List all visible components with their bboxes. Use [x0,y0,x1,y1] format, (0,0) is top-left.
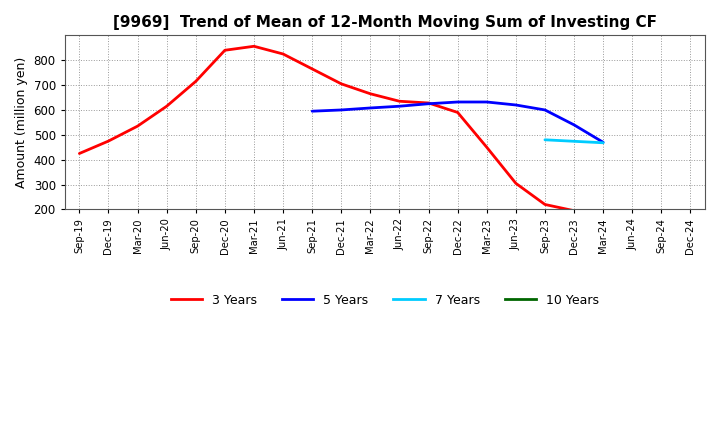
3 Years [250,44,258,49]
3 Years [366,91,374,96]
5 Years [454,99,462,105]
7 Years [570,139,578,144]
3 Years [192,79,200,84]
5 Years [424,101,433,106]
3 Years [133,124,142,129]
Line: 5 Years: 5 Years [312,102,603,142]
3 Years [162,103,171,109]
5 Years [599,139,608,145]
3 Years [308,66,317,72]
7 Years [599,140,608,146]
3 Years [279,51,287,57]
3 Years [75,151,84,156]
3 Years [454,110,462,115]
5 Years [570,122,578,128]
3 Years [104,139,113,144]
3 Years [599,213,608,218]
Y-axis label: Amount (million yen): Amount (million yen) [15,57,28,188]
Line: 7 Years: 7 Years [545,140,603,143]
5 Years [511,103,520,108]
Title: [9969]  Trend of Mean of 12-Month Moving Sum of Investing CF: [9969] Trend of Mean of 12-Month Moving … [113,15,657,30]
5 Years [482,99,491,105]
3 Years [482,145,491,150]
5 Years [366,105,374,110]
3 Years [541,202,549,207]
5 Years [337,107,346,113]
3 Years [220,48,229,53]
Line: 3 Years: 3 Years [79,46,603,216]
7 Years [541,137,549,143]
5 Years [395,103,404,109]
5 Years [541,107,549,113]
3 Years [337,81,346,87]
3 Years [511,181,520,186]
3 Years [424,100,433,106]
Legend: 3 Years, 5 Years, 7 Years, 10 Years: 3 Years, 5 Years, 7 Years, 10 Years [166,289,604,312]
3 Years [395,99,404,104]
5 Years [308,109,317,114]
3 Years [570,208,578,213]
